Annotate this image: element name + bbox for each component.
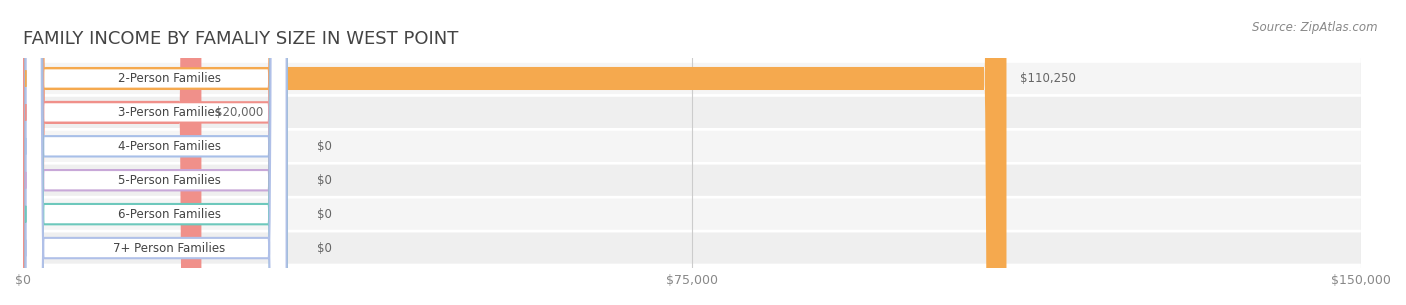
- FancyBboxPatch shape: [22, 0, 1007, 305]
- FancyBboxPatch shape: [25, 0, 287, 305]
- Text: 3-Person Families: 3-Person Families: [118, 106, 221, 119]
- FancyBboxPatch shape: [25, 0, 287, 305]
- Text: FAMILY INCOME BY FAMALIY SIZE IN WEST POINT: FAMILY INCOME BY FAMALIY SIZE IN WEST PO…: [22, 30, 458, 48]
- Text: $0: $0: [318, 174, 332, 187]
- FancyBboxPatch shape: [25, 0, 287, 305]
- FancyBboxPatch shape: [22, 232, 1361, 264]
- Text: Source: ZipAtlas.com: Source: ZipAtlas.com: [1253, 21, 1378, 34]
- FancyBboxPatch shape: [22, 97, 1361, 128]
- FancyBboxPatch shape: [25, 0, 287, 305]
- FancyBboxPatch shape: [22, 0, 201, 305]
- Text: 6-Person Families: 6-Person Families: [118, 208, 221, 221]
- FancyBboxPatch shape: [22, 131, 1361, 162]
- Text: 4-Person Families: 4-Person Families: [118, 140, 221, 153]
- Text: $0: $0: [318, 242, 332, 255]
- FancyBboxPatch shape: [22, 165, 1361, 196]
- Text: 7+ Person Families: 7+ Person Families: [112, 242, 225, 255]
- Text: $20,000: $20,000: [215, 106, 263, 119]
- FancyBboxPatch shape: [25, 0, 287, 305]
- FancyBboxPatch shape: [25, 0, 287, 305]
- Text: $110,250: $110,250: [1019, 72, 1076, 85]
- Text: 2-Person Families: 2-Person Families: [118, 72, 221, 85]
- FancyBboxPatch shape: [22, 199, 1361, 230]
- Text: $0: $0: [318, 208, 332, 221]
- FancyBboxPatch shape: [22, 63, 1361, 94]
- Text: $0: $0: [318, 140, 332, 153]
- Text: 5-Person Families: 5-Person Families: [118, 174, 221, 187]
